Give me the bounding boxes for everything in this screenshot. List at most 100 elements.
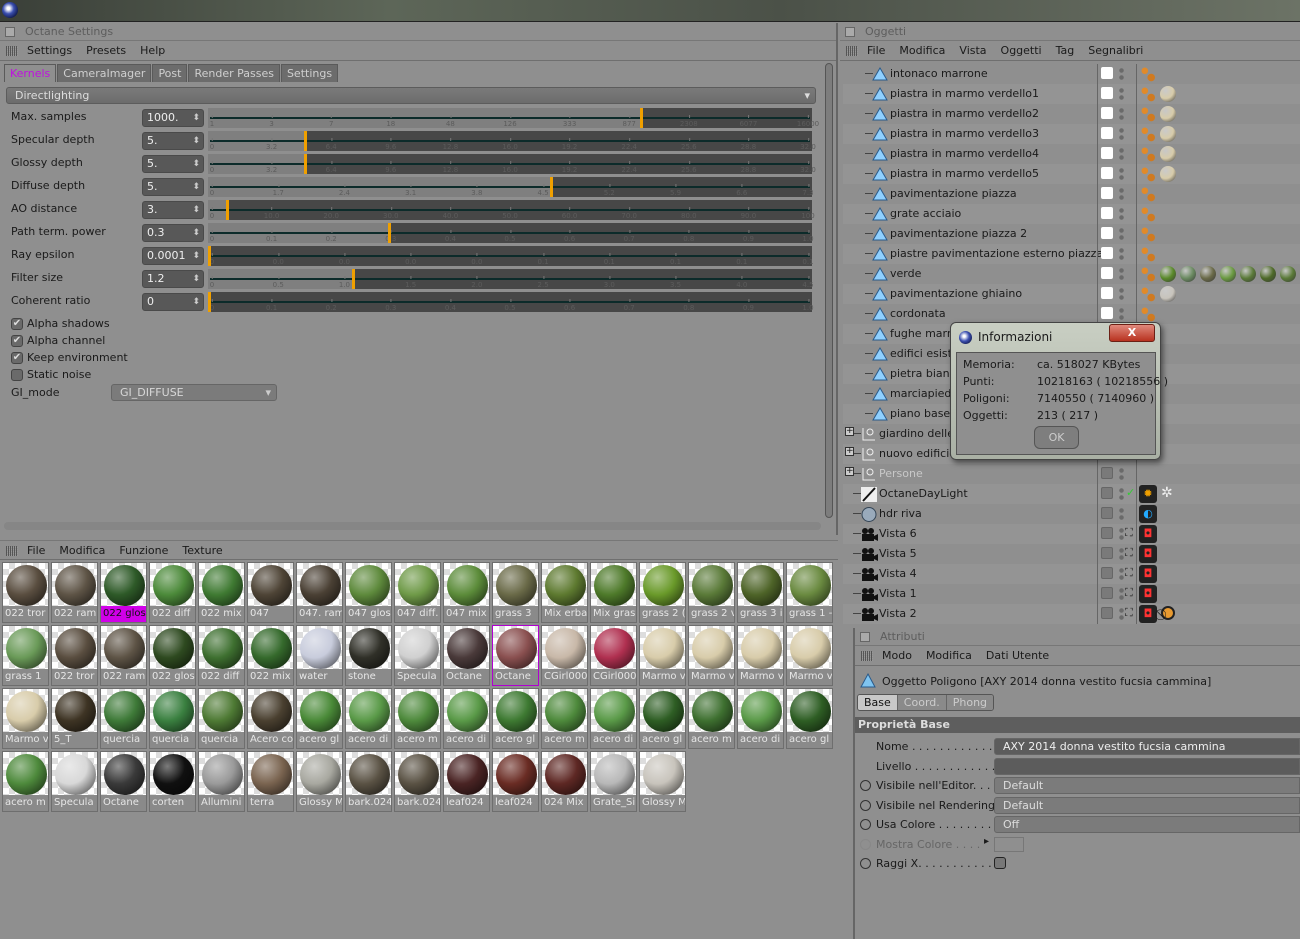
slider-handle[interactable] — [388, 223, 391, 243]
vertical-scrollbar[interactable] — [825, 63, 833, 518]
material-swatch[interactable]: acero gl — [296, 688, 343, 749]
material-swatch[interactable]: corten — [149, 751, 196, 812]
visibility-toggle[interactable] — [1101, 307, 1113, 319]
texture-tag-icon[interactable] — [1140, 266, 1156, 282]
visibility-toggle[interactable] — [1101, 67, 1113, 79]
texture-tag-icon[interactable] — [1140, 186, 1156, 202]
object-row[interactable]: pavimentazione ghiaino — [843, 284, 1300, 304]
texture-tag-icon[interactable] — [1140, 226, 1156, 242]
material-swatch[interactable]: Octane — [492, 625, 539, 686]
visibility-toggle[interactable] — [1101, 167, 1113, 179]
visibility-toggle[interactable] — [1101, 507, 1113, 519]
visibility-toggle[interactable] — [1101, 587, 1113, 599]
menu-tag[interactable]: Tag — [1055, 44, 1075, 57]
render-editor-dots[interactable] — [1119, 207, 1124, 221]
render-editor-dots[interactable] — [1119, 147, 1124, 161]
param-number-field[interactable]: 5. — [142, 132, 204, 150]
render-editor-dots[interactable] — [1119, 467, 1124, 481]
param-slider[interactable]: 1 3 7 18 48 126 333 877 2308 6077 16000 — [208, 108, 819, 128]
material-swatch[interactable]: Mix gras — [590, 562, 637, 623]
material-tag[interactable] — [1160, 86, 1176, 102]
camera-tag-icon[interactable]: ◘ — [1139, 585, 1157, 603]
param-slider[interactable]: 0 3.2 6.4 9.6 12.8 16.0 19.2 22.4 25.6 28.8 32.0 — [208, 131, 816, 151]
tab-post[interactable]: Post — [152, 64, 188, 82]
tab-render-passes[interactable]: Render Passes — [188, 64, 280, 82]
menu-texture[interactable]: Texture — [182, 544, 223, 557]
material-swatch[interactable]: 047. ram — [296, 562, 343, 623]
object-row[interactable]: piastra in marmo verdello3 — [843, 124, 1300, 144]
texture-tag-icon[interactable] — [1140, 306, 1156, 322]
ok-button[interactable]: OK — [1034, 426, 1079, 449]
animate-radio[interactable] — [860, 799, 871, 811]
param-slider[interactable]: 0 3.2 6.4 9.6 12.8 16.0 19.2 22.4 25.6 28.8 32.0 — [208, 154, 816, 174]
material-swatch[interactable]: acero gl — [492, 688, 539, 749]
xray-checkbox[interactable] — [994, 857, 1006, 869]
material-swatch[interactable]: grass 2 ( — [639, 562, 686, 623]
menu-modo[interactable]: Modo — [882, 649, 912, 662]
object-row[interactable]: Vista 4 ⛶ ◘ — [843, 564, 1300, 584]
material-swatch[interactable]: Marmo v — [786, 625, 833, 686]
material-swatch[interactable]: CGirl000 — [541, 625, 588, 686]
material-swatch[interactable]: Octane — [443, 625, 490, 686]
render-editor-dots[interactable] — [1119, 247, 1124, 261]
visibility-toggle[interactable] — [1101, 187, 1113, 199]
slider-handle[interactable] — [304, 131, 307, 151]
material-swatch[interactable]: bark.024 — [345, 751, 392, 812]
expand-arrow-icon[interactable]: ▸ — [984, 835, 990, 847]
render-editor-dots[interactable] — [1119, 167, 1124, 181]
param-slider[interactable]: 00.10.20.30.40.50.60.70.80.91.0 — [208, 223, 814, 243]
material-swatch[interactable]: 022 mix — [198, 562, 245, 623]
material-swatch[interactable]: acero di — [443, 688, 490, 749]
material-swatch[interactable]: acero di — [345, 688, 392, 749]
material-swatch[interactable]: Specula — [394, 625, 441, 686]
material-swatch[interactable]: acero gl — [786, 688, 833, 749]
material-tag[interactable] — [1240, 266, 1256, 282]
material-swatch[interactable]: leaf024 — [443, 751, 490, 812]
material-tag[interactable] — [1200, 266, 1216, 282]
render-editor-dots[interactable] — [1119, 547, 1124, 561]
material-swatch[interactable]: acero m — [688, 688, 735, 749]
material-swatch[interactable]: acero di — [737, 688, 784, 749]
object-row[interactable]: piastra in marmo verdello1 — [843, 84, 1300, 104]
visibility-toggle[interactable] — [1101, 207, 1113, 219]
checkbox-alpha-channel[interactable]: ✔ Alpha channel — [11, 332, 105, 349]
render-editor-dots[interactable] — [1119, 67, 1124, 81]
menu-segnalibri[interactable]: Segnalibri — [1088, 44, 1144, 57]
object-row[interactable]: Vista 2 ⛶ ◘⃠ — [843, 604, 1300, 624]
no-entry-tag-icon[interactable]: ⃠ — [1161, 606, 1175, 620]
menu-dati-utente[interactable]: Dati Utente — [985, 649, 1050, 662]
material-swatch[interactable]: quercia — [100, 688, 147, 749]
material-swatch[interactable]: 022 tror — [2, 562, 49, 623]
material-swatch[interactable]: Acero co — [247, 688, 294, 749]
expand-plus-icon[interactable]: + — [845, 446, 854, 456]
material-swatch[interactable]: acero di — [590, 688, 637, 749]
checkbox-checked-icon[interactable]: ✔ — [11, 317, 23, 330]
material-tag[interactable] — [1160, 166, 1176, 182]
material-swatch[interactable]: leaf024 — [492, 751, 539, 812]
texture-tag-icon[interactable] — [1140, 146, 1156, 162]
expand-plus-icon[interactable]: + — [845, 426, 854, 436]
gear-tag-icon[interactable]: ✲ — [1161, 485, 1173, 501]
animate-radio[interactable] — [860, 819, 871, 830]
object-row[interactable]: piastra in marmo verdello4 — [843, 144, 1300, 164]
object-row[interactable]: + Persone — [843, 464, 1300, 484]
visibility-toggle[interactable] — [1101, 227, 1113, 239]
visibility-toggle[interactable] — [1101, 247, 1113, 259]
attribute-field[interactable]: Default — [994, 796, 1300, 814]
visibility-toggle[interactable] — [1101, 527, 1113, 539]
menu-modifica[interactable]: Modifica — [59, 544, 106, 557]
object-row[interactable]: Vista 1 ⛶ ◘ — [843, 584, 1300, 604]
attribute-field[interactable]: Default — [994, 777, 1300, 794]
color-swatch[interactable] — [994, 836, 1024, 852]
camera-tag-icon[interactable]: ◘ — [1139, 525, 1157, 543]
visibility-toggle[interactable] — [1101, 147, 1113, 159]
menu-file[interactable]: File — [867, 44, 886, 57]
material-swatch[interactable]: Marmo v — [737, 625, 784, 686]
camera-tag-icon[interactable]: ◘ — [1139, 565, 1157, 583]
material-swatch[interactable]: Glossy M — [639, 751, 686, 812]
checkbox-checked-icon[interactable]: ✔ — [11, 351, 23, 364]
param-slider[interactable]: 0 10.0 20.0 30.0 40.0 50.0 60.0 70.0 80.0 90.0 100 — [208, 200, 815, 220]
material-swatch[interactable]: bark.024 — [394, 751, 441, 812]
camera-tag-icon[interactable]: ◘ — [1139, 545, 1157, 563]
attribute-field[interactable]: AXY 2014 donna vestito fucsia cammina — [994, 738, 1300, 755]
